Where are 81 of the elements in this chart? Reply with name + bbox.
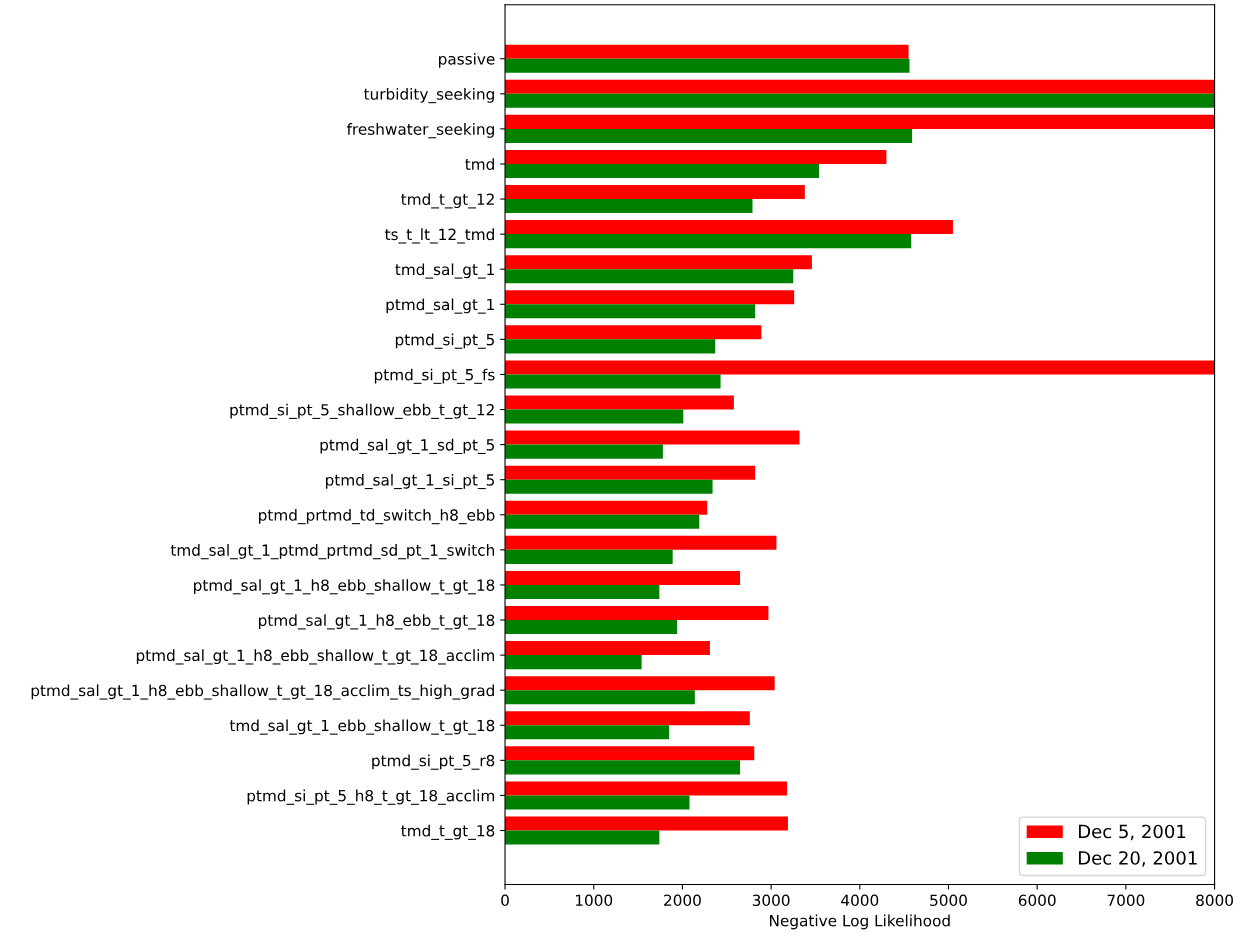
bar (505, 93, 1215, 108)
bar (505, 114, 1215, 129)
y-tick-label: tmd_sal_gt_1_ptmd_prtmd_sd_pt_1_switch (170, 544, 495, 560)
y-tick-label: ptmd_sal_gt_1_sd_pt_5 (320, 438, 494, 455)
y-tick-label: ptmd_si_pt_5_r8 (372, 754, 495, 770)
y-tick-label: turbidity_seeking (363, 87, 494, 104)
y-tick-label: ptmd_sal_gt_1_h8_ebb_shallow_t_gt_18_acclim (136, 649, 495, 665)
bar (505, 760, 741, 775)
y-tick-label: ptmd_sal_gt_1_si_pt_5 (326, 473, 494, 490)
bar (505, 655, 642, 670)
bar (505, 725, 670, 740)
bar (505, 605, 769, 621)
y-tick-label: tmd_sal_gt_1 (395, 263, 494, 279)
bar (505, 409, 684, 424)
y-tick-label: ts_t_lt_12_tmd (384, 228, 494, 244)
bar (505, 395, 734, 410)
bar (505, 128, 913, 143)
y-tick-label: ptmd_sal_gt_1 (386, 298, 494, 314)
bar (505, 374, 721, 389)
bar (505, 535, 777, 550)
x-tick-label: 6000 (1018, 894, 1056, 907)
y-tick-label: ptmd_sal_gt_1_h8_ebb_shallow_t_gt_18 (194, 579, 495, 595)
y-tick-label: ptmd_si_pt_5_h8_t_gt_18_acclim (247, 789, 495, 805)
bar (505, 479, 713, 494)
bar (505, 830, 660, 845)
x-tick-label: 5000 (930, 894, 967, 907)
bar (505, 781, 788, 796)
y-tick-label: ptmd_prtmd_td_switch_h8_ebb (259, 508, 495, 525)
y-tick-label: ptmd_sal_gt_1_h8_ebb_t_gt_18 (259, 614, 495, 630)
y-tick-label: ptmd_si_pt_5_shallow_ebb_t_gt_12 (230, 403, 494, 419)
legend-label: Dec 20, 2001 (1079, 851, 1197, 867)
bar (505, 620, 678, 635)
bar (505, 269, 794, 284)
bar (505, 290, 795, 305)
x-tick-label: 2000 (664, 894, 701, 907)
bar (505, 465, 756, 480)
bar (505, 584, 660, 599)
y-tick-label: tmd (465, 158, 494, 170)
x-tick-label: 3000 (752, 894, 790, 907)
bar (505, 79, 1215, 94)
y-tick-label: ptmd_si_pt_5 (395, 333, 494, 349)
bar (505, 199, 753, 214)
bar (505, 360, 1215, 375)
bar (505, 641, 710, 656)
bar (505, 220, 953, 235)
bar (505, 444, 663, 459)
bar (505, 746, 755, 761)
bar (505, 304, 756, 319)
legend-label: Dec 5, 2001 (1079, 824, 1186, 841)
x-tick-label: 7000 (1107, 894, 1145, 907)
bar (505, 676, 775, 691)
x-tick-label: 8000 (1196, 894, 1233, 907)
bar (505, 500, 708, 515)
x-tick-label: 4000 (841, 894, 879, 907)
x-tick-label: 0 (501, 894, 509, 907)
y-tick-label: ptmd_si_pt_5_fs (374, 368, 495, 384)
x-tick-label: 1000 (575, 894, 613, 907)
x-axis-title: Negative Log Likelihood (770, 914, 950, 930)
bar (505, 795, 690, 810)
y-tick-label: passive (439, 52, 495, 68)
y-tick-label: ptmd_sal_gt_1_h8_ebb_shallow_t_gt_18_acclim_ts_high_grad (31, 684, 494, 700)
bar (505, 430, 800, 445)
bar (505, 149, 887, 164)
bar (505, 163, 820, 178)
y-tick-label: tmd_t_gt_18 (401, 824, 495, 840)
y-tick-label: tmd_sal_gt_1_ebb_shallow_t_gt_18 (229, 719, 495, 735)
y-tick-label: freshwater_seeking (346, 123, 494, 139)
bar (505, 234, 912, 249)
bar (505, 58, 910, 73)
y-tick-label: tmd_t_gt_12 (401, 193, 494, 209)
bar (505, 44, 909, 59)
bar (505, 255, 812, 270)
bar (505, 711, 750, 726)
bar (505, 185, 805, 200)
bar (505, 570, 741, 585)
bar (505, 339, 716, 354)
bar (505, 325, 762, 340)
bar (505, 514, 700, 529)
bar (505, 816, 788, 831)
bar (505, 690, 695, 705)
bar (505, 549, 673, 564)
